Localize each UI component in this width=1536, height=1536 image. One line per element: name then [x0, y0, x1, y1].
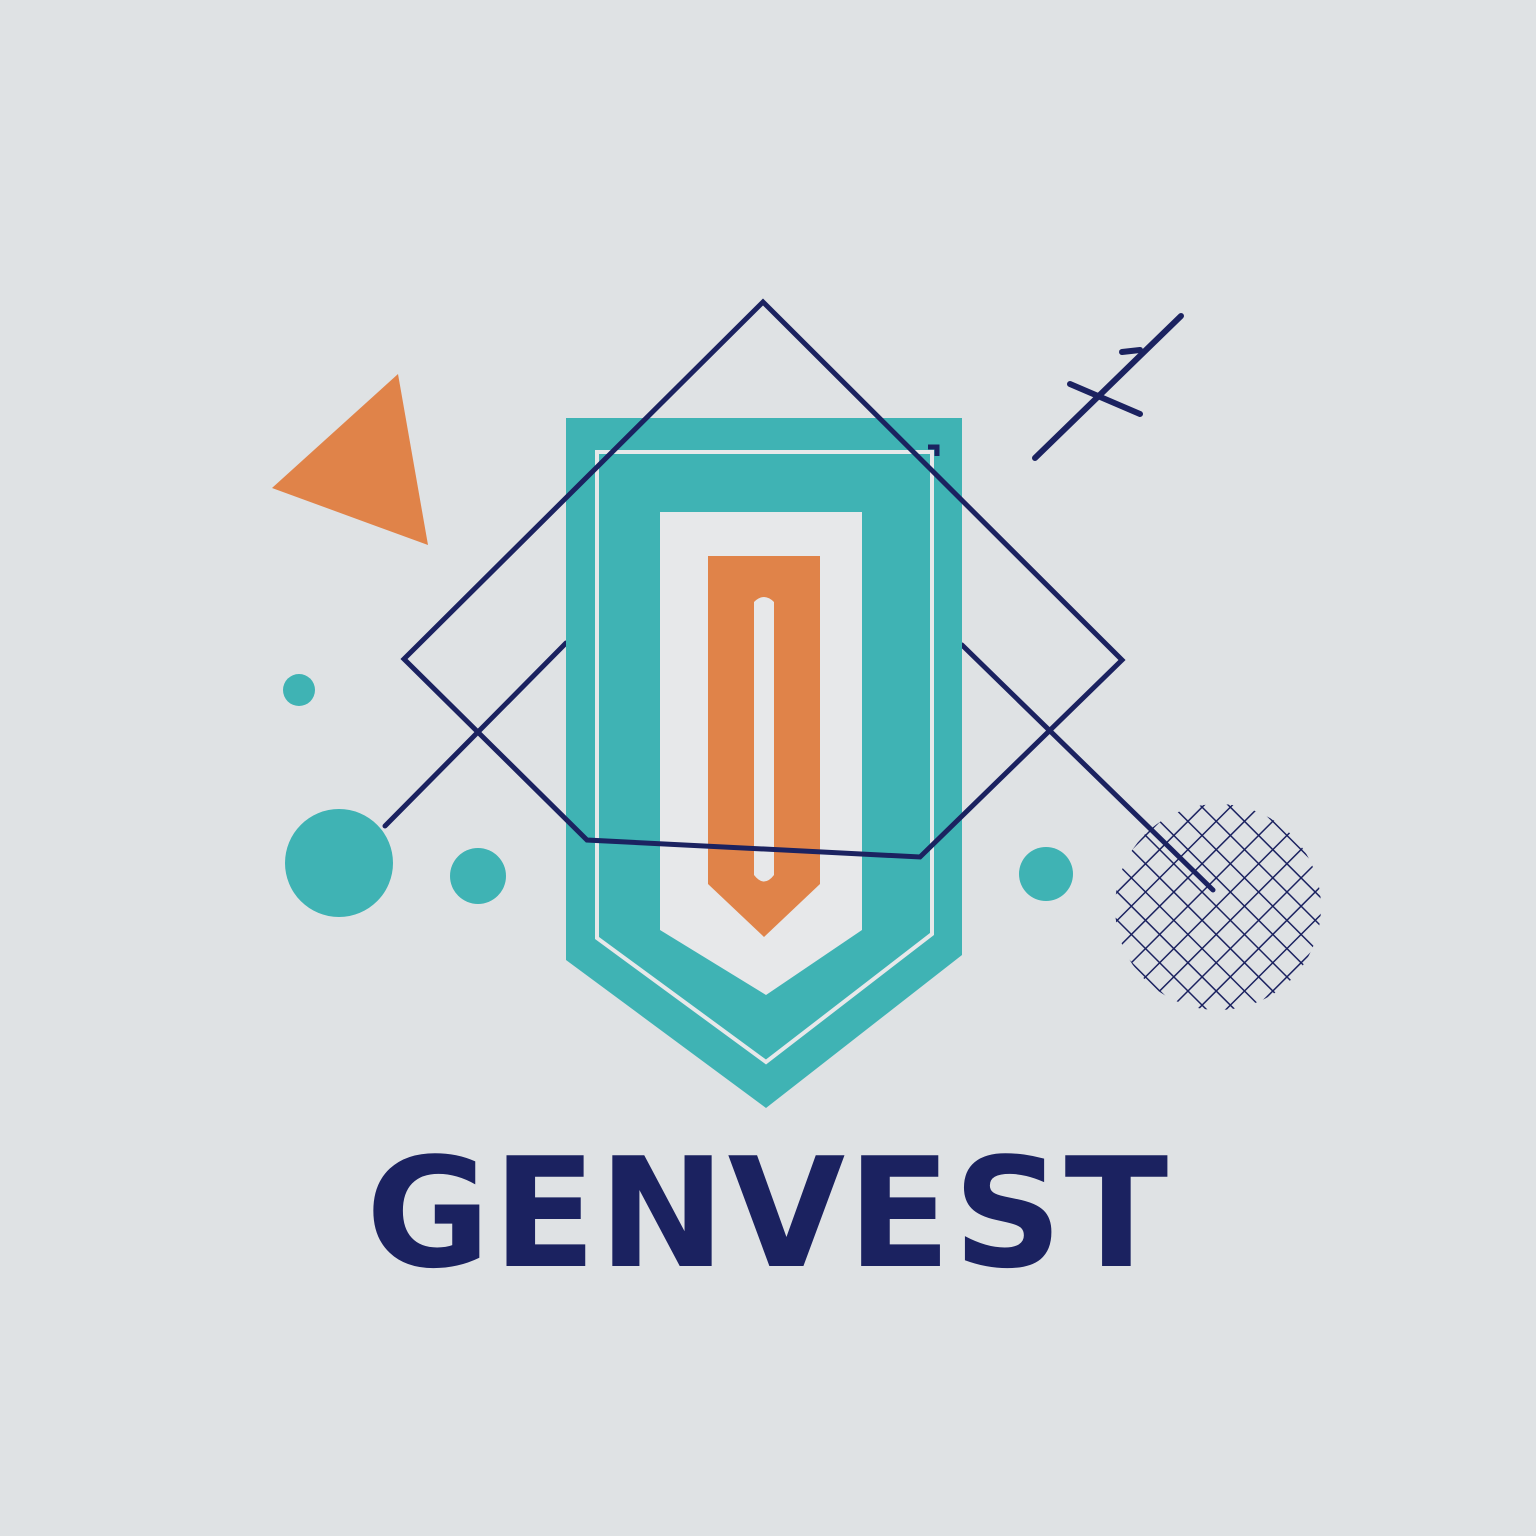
teal-dot-icon	[1019, 847, 1073, 901]
crosshatch-circle-icon	[1115, 804, 1321, 1010]
orange-triangle-icon	[272, 374, 428, 545]
shield-emblem-icon	[566, 418, 962, 1108]
plus-sign-icon	[1032, 313, 1184, 461]
diagonal-lines	[382, 640, 1216, 893]
teal-circle-icon	[285, 809, 393, 917]
teal-dot-icon	[450, 848, 506, 904]
diamond-outline	[400, 298, 1126, 860]
brand-wordmark: GENVEST	[365, 1125, 1171, 1302]
teal-dot-icon	[283, 674, 315, 706]
